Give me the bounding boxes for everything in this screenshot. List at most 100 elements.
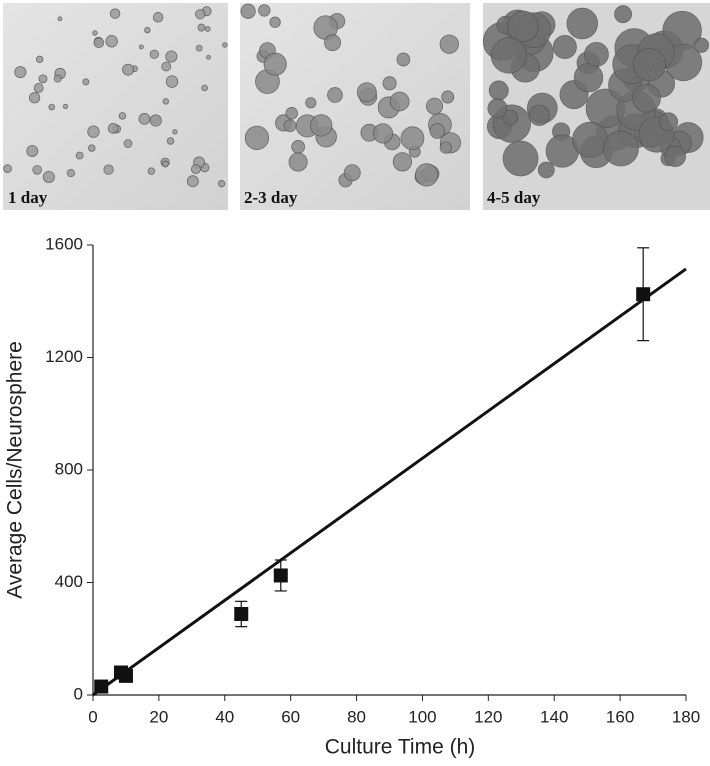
sphere — [82, 78, 90, 86]
sphere — [42, 170, 55, 183]
y-tick-label: 800 — [55, 459, 83, 478]
sphere — [244, 125, 270, 150]
x-tick-label: 120 — [474, 707, 502, 726]
point — [234, 607, 249, 621]
sphere — [26, 145, 39, 157]
sphere — [664, 145, 686, 168]
x-tick-label: 100 — [408, 707, 436, 726]
x-tick-label: 0 — [88, 707, 97, 726]
sphere — [659, 112, 679, 132]
sphere — [38, 74, 48, 84]
sphere — [573, 62, 604, 93]
sphere — [217, 180, 226, 188]
y-tick-label: 0 — [74, 684, 83, 703]
x-tick-label: 180 — [672, 707, 700, 726]
sphere — [33, 83, 44, 93]
sphere — [93, 37, 105, 49]
sphere — [53, 74, 62, 83]
sphere — [66, 169, 75, 178]
sphere — [161, 61, 172, 72]
sphere — [32, 165, 42, 175]
point — [636, 287, 651, 302]
sphere — [166, 137, 175, 145]
sphere — [87, 125, 100, 138]
micrographs — [3, 3, 710, 210]
x-tick-label: 40 — [215, 707, 234, 726]
y-tick-label: 400 — [55, 572, 83, 591]
sphere — [186, 175, 199, 188]
x-tick-label: 80 — [347, 707, 366, 726]
sphere — [103, 164, 114, 175]
sphere — [439, 141, 452, 154]
sphere — [602, 130, 639, 167]
sphere — [285, 107, 298, 120]
sphere — [190, 164, 201, 175]
sphere — [201, 84, 208, 92]
sphere — [566, 7, 599, 40]
x-tick-label: 160 — [606, 707, 634, 726]
sphere — [165, 75, 179, 88]
x-axis-title: Culture Time (h) — [325, 736, 476, 759]
sphere — [614, 5, 632, 24]
sphere — [310, 114, 333, 137]
sphere — [356, 82, 377, 103]
sphere — [48, 103, 55, 111]
panel-label: 1 day — [8, 188, 48, 207]
sphere — [3, 164, 12, 173]
sphere — [439, 34, 459, 54]
sphere — [632, 83, 661, 113]
sphere — [343, 164, 361, 182]
sphere — [222, 42, 228, 48]
sphere — [149, 114, 162, 127]
sphere — [92, 30, 98, 36]
point — [94, 679, 109, 694]
sphere — [269, 16, 281, 28]
sphere — [75, 151, 84, 160]
panel-label: 4-5 day — [487, 188, 541, 207]
sphere — [632, 48, 666, 82]
sphere — [263, 52, 287, 76]
point — [273, 568, 288, 583]
y-tick-label: 1200 — [45, 347, 83, 366]
sphere — [429, 123, 446, 139]
sphere — [441, 90, 455, 104]
sphere — [283, 119, 297, 133]
sphere — [426, 97, 444, 115]
sphere — [88, 144, 96, 152]
sphere — [161, 160, 169, 168]
sphere — [144, 26, 151, 34]
sphere — [396, 52, 411, 67]
sphere — [552, 34, 577, 59]
sphere — [240, 3, 256, 19]
sphere — [400, 126, 425, 151]
sphere — [105, 35, 118, 48]
sphere — [138, 44, 144, 50]
sphere — [502, 109, 519, 126]
sphere — [162, 98, 170, 105]
sphere — [57, 16, 63, 22]
sphere — [502, 140, 539, 177]
sphere — [291, 140, 306, 154]
sphere — [327, 87, 343, 103]
sphere — [584, 42, 609, 67]
sphere — [14, 66, 27, 79]
x-tick-label: 20 — [149, 707, 168, 726]
sphere — [107, 122, 119, 134]
sphere — [305, 97, 317, 109]
y-axis-title: Average Cells/Neurosphere — [4, 341, 27, 599]
sphere — [204, 26, 211, 32]
sphere — [195, 44, 203, 52]
sphere — [693, 37, 709, 53]
panel-label: 2-3 day — [244, 188, 298, 207]
sphere — [62, 103, 69, 110]
sphere — [35, 55, 44, 64]
sphere — [490, 37, 528, 74]
sphere — [122, 63, 135, 76]
sphere — [392, 152, 413, 172]
sphere — [152, 12, 164, 23]
sphere — [488, 80, 509, 101]
sphere — [165, 50, 178, 63]
y-tick-label: 1600 — [45, 234, 83, 253]
sphere — [389, 91, 410, 112]
